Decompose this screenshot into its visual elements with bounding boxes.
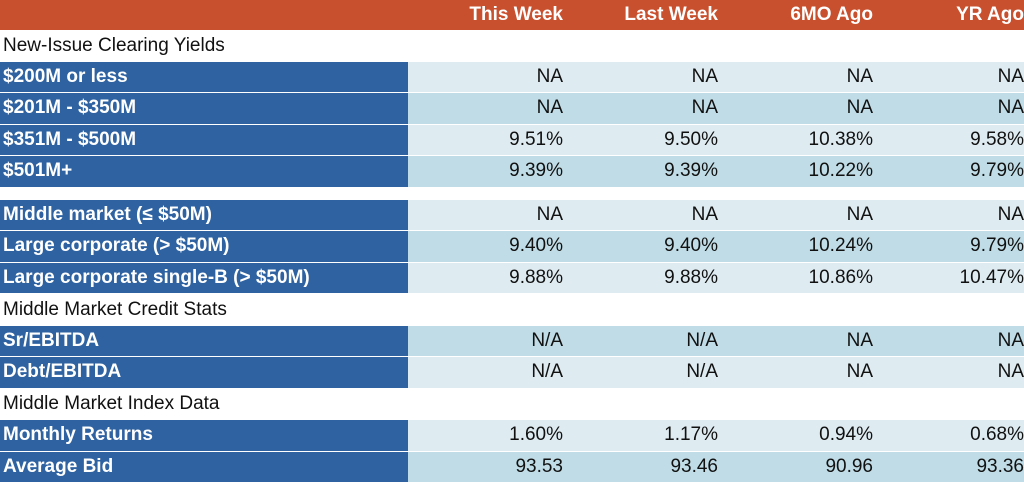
header-last-week: Last Week: [624, 4, 718, 25]
cell-yr-ago: NA: [873, 199, 1024, 231]
section-gap: [0, 187, 1024, 200]
cell-last-week: N/A: [563, 357, 718, 389]
cell-this-week: 93.53: [408, 451, 563, 482]
section-title-credit-stats: Middle Market Credit Stats: [0, 294, 1024, 326]
row-label: Large corporate (> $50M): [0, 231, 408, 263]
cell-yr-ago: 9.79%: [873, 156, 1024, 188]
cell-last-week: 9.40%: [563, 231, 718, 263]
cell-6mo-ago: 10.86%: [718, 262, 873, 294]
row-label: Large corporate single-B (> $50M): [0, 262, 408, 294]
cell-yr-ago: 10.47%: [873, 262, 1024, 294]
header-yr-ago: YR Ago: [956, 4, 1024, 25]
cell-last-week: 9.50%: [563, 124, 718, 156]
section-title-index-data: Middle Market Index Data: [0, 388, 1024, 420]
cell-yr-ago: NA: [873, 357, 1024, 389]
cell-this-week: 1.60%: [408, 420, 563, 452]
cell-6mo-ago: NA: [718, 61, 873, 93]
cell-this-week: N/A: [408, 325, 563, 357]
table-row: Large corporate single-B (> $50M) 9.88% …: [0, 262, 1024, 294]
table-header: This Week Last Week 6MO Ago YR Ago: [0, 0, 1024, 30]
cell-yr-ago: 9.58%: [873, 124, 1024, 156]
cell-this-week: 9.40%: [408, 231, 563, 263]
cell-this-week: NA: [408, 61, 563, 93]
row-label: Middle market (≤ $50M): [0, 199, 408, 231]
cell-last-week: 93.46: [563, 451, 718, 482]
cell-this-week: NA: [408, 93, 563, 125]
row-label: Sr/EBITDA: [0, 325, 408, 357]
cell-this-week: 9.39%: [408, 156, 563, 188]
cell-last-week: NA: [563, 93, 718, 125]
cell-last-week: 9.88%: [563, 262, 718, 294]
cell-this-week: 9.51%: [408, 124, 563, 156]
row-label: Debt/EBITDA: [0, 357, 408, 389]
row-label: $501M+: [0, 156, 408, 188]
cell-this-week: N/A: [408, 357, 563, 389]
cell-this-week: 9.88%: [408, 262, 563, 294]
cell-6mo-ago: NA: [718, 199, 873, 231]
cell-yr-ago: NA: [873, 325, 1024, 357]
cell-6mo-ago: NA: [718, 325, 873, 357]
cell-6mo-ago: 0.94%: [718, 420, 873, 452]
cell-yr-ago: NA: [873, 93, 1024, 125]
table-row: $351M - $500M 9.51% 9.50% 10.38% 9.58%: [0, 124, 1024, 156]
header-this-week: This Week: [469, 4, 563, 25]
cell-6mo-ago: 90.96: [718, 451, 873, 482]
section-title-clearing-yields: New-Issue Clearing Yields: [0, 30, 1024, 62]
cell-6mo-ago: 10.22%: [718, 156, 873, 188]
cell-6mo-ago: NA: [718, 357, 873, 389]
cell-yr-ago: 0.68%: [873, 420, 1024, 452]
table-row: Sr/EBITDA N/A N/A NA NA: [0, 325, 1024, 357]
row-label: Monthly Returns: [0, 420, 408, 452]
row-label: $200M or less: [0, 61, 408, 93]
table-row: Average Bid 93.53 93.46 90.96 93.36: [0, 451, 1024, 482]
table-row: Large corporate (> $50M) 9.40% 9.40% 10.…: [0, 231, 1024, 263]
cell-6mo-ago: NA: [718, 93, 873, 125]
row-label: Average Bid: [0, 451, 408, 482]
table-row: $201M - $350M NA NA NA NA: [0, 93, 1024, 125]
cell-last-week: 9.39%: [563, 156, 718, 188]
cell-last-week: N/A: [563, 325, 718, 357]
cell-this-week: NA: [408, 199, 563, 231]
table-row: Debt/EBITDA N/A N/A NA NA: [0, 357, 1024, 389]
cell-last-week: NA: [563, 61, 718, 93]
cell-yr-ago: 93.36: [873, 451, 1024, 482]
cell-last-week: 1.17%: [563, 420, 718, 452]
cell-yr-ago: NA: [873, 61, 1024, 93]
cell-6mo-ago: 10.38%: [718, 124, 873, 156]
row-label: $201M - $350M: [0, 93, 408, 125]
header-6mo-ago: 6MO Ago: [790, 4, 873, 25]
table-row: Middle market (≤ $50M) NA NA NA NA: [0, 199, 1024, 231]
cell-last-week: NA: [563, 199, 718, 231]
table-row: Monthly Returns 1.60% 1.17% 0.94% 0.68%: [0, 420, 1024, 452]
table-row: $501M+ 9.39% 9.39% 10.22% 9.79%: [0, 156, 1024, 188]
cell-6mo-ago: 10.24%: [718, 231, 873, 263]
row-label: $351M - $500M: [0, 124, 408, 156]
cell-yr-ago: 9.79%: [873, 231, 1024, 263]
table-row: $200M or less NA NA NA NA: [0, 61, 1024, 93]
